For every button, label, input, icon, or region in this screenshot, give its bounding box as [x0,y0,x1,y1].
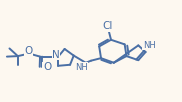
Text: N: N [52,50,60,60]
Text: O: O [25,46,33,56]
Text: O: O [43,62,51,72]
Text: NH: NH [143,41,156,50]
Text: NH: NH [75,63,88,72]
Text: Cl: Cl [102,21,113,31]
